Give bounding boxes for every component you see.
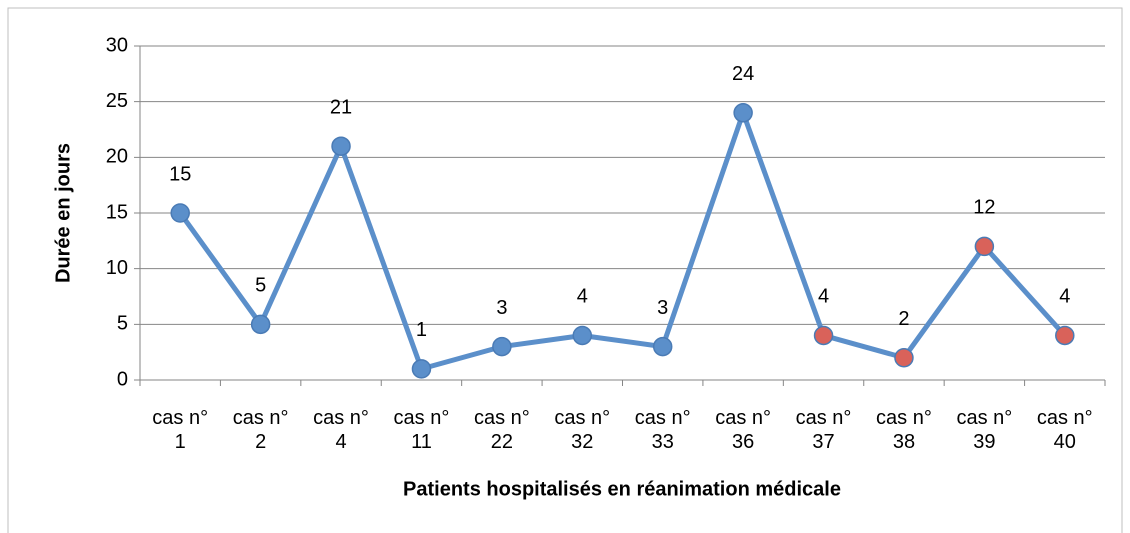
marker — [250, 314, 271, 335]
chart-frame — [7, 7, 1123, 533]
data-label: 15 — [169, 163, 191, 185]
x-tick-label: cas n° 33 — [634, 407, 691, 453]
y-tick-label: 15 — [106, 201, 128, 223]
y-tick-label: 25 — [106, 90, 128, 112]
marker — [411, 359, 432, 379]
marker — [733, 103, 753, 123]
data-label: 4 — [818, 286, 829, 308]
y-tick-label: 0 — [117, 368, 128, 390]
marker — [1055, 325, 1075, 346]
marker — [813, 325, 834, 346]
series-line — [178, 110, 1067, 372]
data-label: 5 — [255, 275, 266, 297]
y-axis-title: Durée en jours — [52, 143, 74, 283]
y-tick-label: 5 — [117, 313, 128, 335]
x-tick-label: cas n° 39 — [956, 407, 1013, 453]
marker — [652, 336, 673, 357]
x-tick-label: cas n° 40 — [1036, 407, 1093, 453]
data-label: 3 — [657, 297, 668, 319]
marker — [331, 136, 351, 156]
x-tick-label: cas n° 2 — [232, 407, 289, 453]
x-axis-title: Patients hospitalisés en réanimation méd… — [403, 478, 841, 500]
data-label: 3 — [496, 297, 507, 319]
data-label: 12 — [973, 197, 995, 219]
data-label: 4 — [577, 286, 588, 308]
x-tick-label: cas n° 36 — [715, 407, 772, 453]
x-tick-label: cas n° 22 — [473, 407, 530, 453]
marker — [170, 203, 190, 223]
data-label: 24 — [732, 63, 754, 85]
data-label: 1 — [416, 319, 427, 341]
y-tick-label: 10 — [106, 257, 128, 279]
marker — [492, 336, 512, 357]
x-tick-label: cas n° 11 — [393, 407, 450, 453]
marker — [572, 325, 593, 346]
data-label: 21 — [330, 96, 352, 118]
x-tick-label: cas n° 4 — [313, 407, 369, 453]
marker — [974, 236, 995, 257]
x-tick-label: cas n° 38 — [876, 407, 932, 453]
y-tick-label: 20 — [106, 146, 128, 168]
x-tick-label: cas n° 1 — [152, 407, 209, 453]
x-tick-label: cas n° 32 — [554, 407, 611, 453]
x-tick-label: cas n° 37 — [795, 407, 852, 453]
data-label: 2 — [898, 308, 909, 330]
y-tick-label: 30 — [106, 34, 128, 56]
marker — [894, 347, 914, 368]
data-label: 4 — [1059, 286, 1070, 308]
